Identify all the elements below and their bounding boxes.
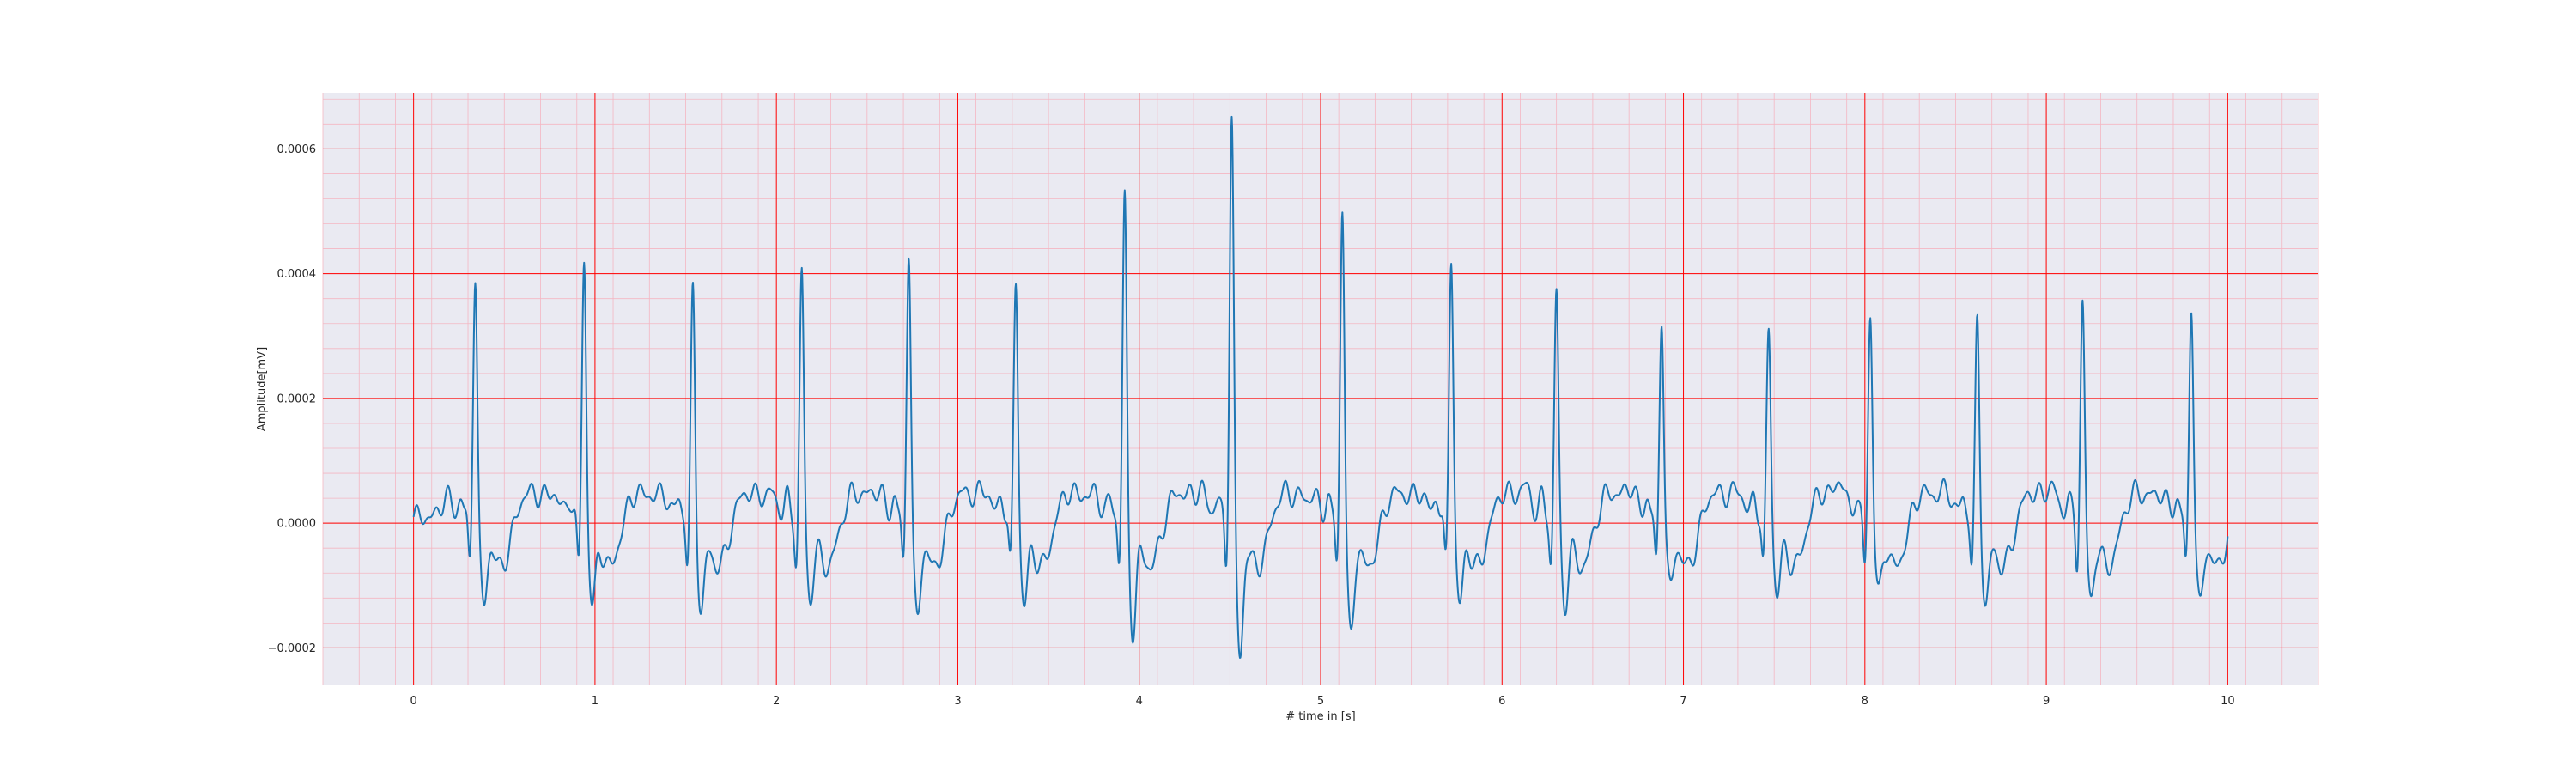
x-tick-label: 5	[1317, 695, 1324, 708]
x-axis-label: # time in [s]	[1285, 710, 1355, 723]
x-tick-label: 3	[954, 695, 961, 708]
major-grid	[323, 93, 2318, 685]
y-tick-label: 0.0002	[277, 393, 317, 405]
y-tick-label: 0.0006	[277, 143, 317, 156]
y-axis-ticks: −0.0002 0.0000 0.0002 0.0004 0.0006	[268, 143, 316, 655]
y-axis-label: Amplitude[mV]	[256, 347, 269, 431]
y-tick-label: 0.0000	[277, 518, 317, 531]
x-tick-label: 1	[592, 695, 598, 708]
x-tick-label: 0	[410, 695, 416, 708]
x-tick-label: 2	[773, 695, 780, 708]
y-tick-label: −0.0002	[268, 642, 316, 655]
y-tick-label: 0.0004	[277, 268, 317, 281]
x-axis-ticks: 0 1 2 3 4 5 6 7 8 9 10	[410, 695, 2234, 708]
x-tick-label: 8	[1862, 695, 1868, 708]
series-group	[412, 115, 2229, 660]
x-tick-label: 9	[2043, 695, 2050, 708]
x-tick-label: 7	[1680, 695, 1686, 708]
x-tick-label: 4	[1136, 695, 1143, 708]
x-tick-label: 6	[1498, 695, 1505, 708]
ecg-signal-line	[412, 115, 2229, 660]
x-tick-label: 10	[2221, 695, 2235, 708]
